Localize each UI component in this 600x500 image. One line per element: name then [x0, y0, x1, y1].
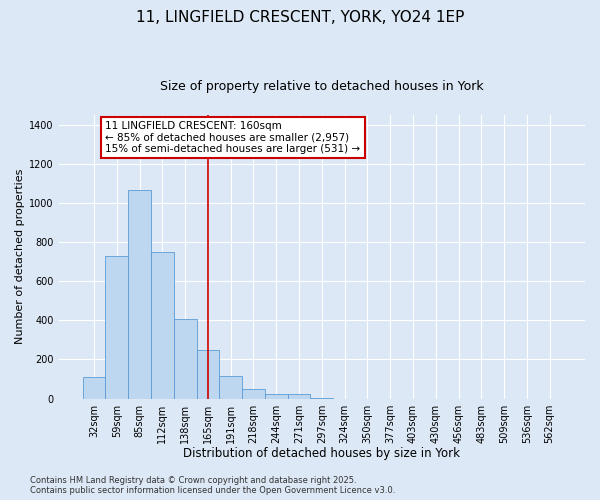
- Bar: [174, 320, 197, 398]
- Bar: [197, 350, 219, 399]
- Bar: [83, 377, 106, 398]
- Text: 11 LINGFIELD CRESCENT: 160sqm
← 85% of detached houses are smaller (2,957)
15% o: 11 LINGFIELD CRESCENT: 160sqm ← 85% of d…: [106, 121, 361, 154]
- Y-axis label: Number of detached properties: Number of detached properties: [15, 169, 25, 344]
- X-axis label: Distribution of detached houses by size in York: Distribution of detached houses by size …: [184, 447, 460, 460]
- Bar: [151, 252, 174, 398]
- Bar: [242, 389, 265, 398]
- Text: Contains HM Land Registry data © Crown copyright and database right 2025.
Contai: Contains HM Land Registry data © Crown c…: [30, 476, 395, 495]
- Text: 11, LINGFIELD CRESCENT, YORK, YO24 1EP: 11, LINGFIELD CRESCENT, YORK, YO24 1EP: [136, 10, 464, 25]
- Bar: [287, 394, 310, 398]
- Bar: [106, 256, 128, 398]
- Title: Size of property relative to detached houses in York: Size of property relative to detached ho…: [160, 80, 484, 93]
- Bar: [128, 190, 151, 398]
- Bar: [265, 394, 287, 398]
- Bar: [219, 376, 242, 398]
